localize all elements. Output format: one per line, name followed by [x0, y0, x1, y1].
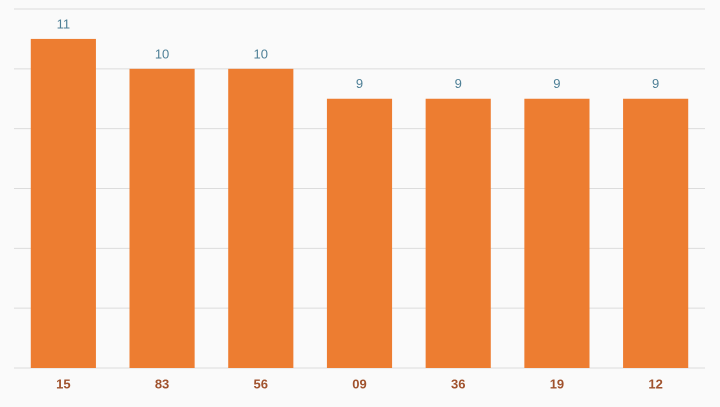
bar — [228, 68, 294, 368]
bar — [425, 98, 491, 368]
value-label: 10 — [155, 46, 169, 61]
x-tick-label: 56 — [254, 376, 268, 391]
value-label: 11 — [57, 16, 71, 31]
x-tick-label: 83 — [155, 376, 169, 391]
x-tick-label: 36 — [451, 376, 465, 391]
bar — [129, 68, 195, 368]
bar — [30, 38, 96, 369]
value-label: 10 — [254, 46, 268, 61]
value-label: 9 — [356, 76, 363, 91]
value-label: 9 — [652, 76, 659, 91]
bar — [326, 98, 393, 368]
bar — [524, 98, 590, 368]
x-tick-label: 09 — [352, 376, 366, 391]
value-label: 9 — [455, 76, 462, 91]
x-tick-label: 19 — [550, 376, 564, 391]
value-label: 9 — [553, 76, 560, 91]
bar — [623, 98, 689, 368]
x-tick-label: 12 — [648, 376, 662, 391]
x-tick-label: 15 — [56, 376, 70, 391]
